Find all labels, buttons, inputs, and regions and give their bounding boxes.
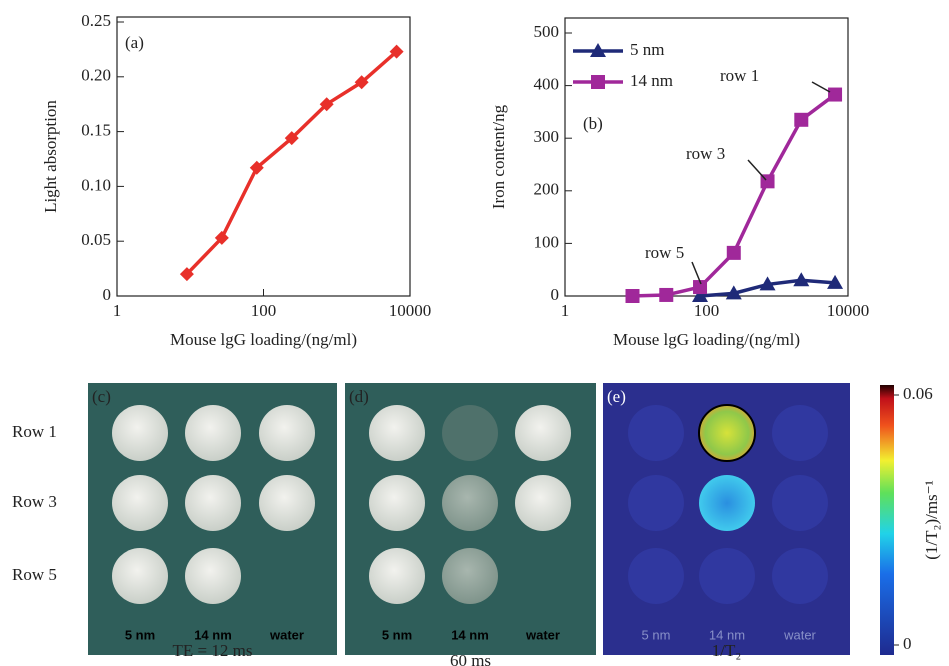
panel-caption: 60 ms — [450, 651, 491, 666]
annotation: row 1 — [720, 66, 759, 85]
annotation-leader — [812, 82, 830, 92]
y-tick-label: 400 — [534, 75, 560, 94]
colorbar — [880, 385, 894, 655]
marker — [828, 88, 842, 102]
well — [369, 405, 425, 461]
row-label: Row 1 — [12, 422, 57, 441]
well — [112, 548, 168, 604]
colorbar-tick-label: 0.06 — [903, 384, 933, 403]
well — [628, 405, 684, 461]
panel-label: (a) — [125, 33, 144, 52]
y-tick-label: 0.10 — [81, 175, 111, 194]
row-label: Row 5 — [12, 565, 57, 584]
y-tick-label: 0.20 — [81, 66, 111, 85]
annotation-leader — [748, 160, 766, 180]
panel-label: (b) — [583, 114, 603, 133]
x-tick-label: 10000 — [389, 301, 432, 320]
well — [699, 405, 755, 461]
column-label: water — [783, 627, 816, 642]
y-tick-label: 0.15 — [81, 121, 111, 140]
legend-label: 5 nm — [630, 40, 664, 59]
panel-caption: TE = 12 ms — [173, 641, 253, 660]
well — [185, 405, 241, 461]
panel-caption: 1/T₂ — [712, 641, 742, 660]
y-axis-label: Light absorption — [41, 100, 60, 213]
row-label: Row 3 — [12, 492, 57, 511]
column-label: 14 nm — [451, 627, 489, 642]
legend-label: 14 nm — [630, 71, 673, 90]
marker — [659, 288, 673, 302]
well — [442, 405, 498, 461]
marker — [626, 289, 640, 303]
column-label: 5 nm — [382, 627, 412, 642]
well — [442, 548, 498, 604]
y-tick-label: 0.25 — [81, 11, 111, 30]
well — [369, 475, 425, 531]
marker — [794, 113, 808, 127]
y-tick-label: 0.05 — [81, 230, 111, 249]
column-label: 5 nm — [125, 627, 155, 642]
well — [628, 548, 684, 604]
colorbar-label: (1/T₂)/ms⁻¹ — [922, 480, 941, 560]
well — [515, 475, 571, 531]
annotation: row 5 — [645, 243, 684, 262]
y-tick-label: 0 — [551, 285, 560, 304]
well — [259, 405, 315, 461]
well — [699, 548, 755, 604]
y-tick-label: 200 — [534, 180, 560, 199]
x-tick-label: 100 — [694, 301, 720, 320]
x-axis-label: Mouse lgG loading/(ng/ml) — [170, 330, 357, 349]
well — [699, 475, 755, 531]
column-label: water — [269, 627, 304, 642]
well — [185, 475, 241, 531]
panel-label: (e) — [607, 387, 626, 406]
column-label: 14 nm — [194, 627, 232, 642]
well — [628, 475, 684, 531]
panel-label: (d) — [349, 387, 369, 406]
colorbar-tick-label: 0 — [903, 634, 912, 653]
well — [185, 548, 241, 604]
well — [515, 405, 571, 461]
well — [772, 405, 828, 461]
panel-label: (c) — [92, 387, 111, 406]
column-label: 5 nm — [642, 627, 671, 642]
marker — [727, 246, 741, 260]
plot-frame — [117, 17, 410, 296]
legend-marker — [591, 75, 605, 89]
well — [442, 475, 498, 531]
well — [772, 475, 828, 531]
y-tick-label: 500 — [534, 22, 560, 41]
well — [112, 405, 168, 461]
x-tick-label: 1 — [561, 301, 570, 320]
well — [259, 475, 315, 531]
well — [112, 475, 168, 531]
figure: 11001000000.050.100.150.200.25Mouse lgG … — [0, 0, 949, 666]
x-axis-label: Mouse lgG loading/(ng/ml) — [613, 330, 800, 349]
y-tick-label: 300 — [534, 127, 560, 146]
x-tick-label: 1 — [113, 301, 122, 320]
well — [772, 548, 828, 604]
well — [369, 548, 425, 604]
y-tick-label: 0 — [103, 285, 112, 304]
column-label: water — [525, 627, 560, 642]
x-tick-label: 10000 — [827, 301, 870, 320]
annotation: row 3 — [686, 144, 725, 163]
x-tick-label: 100 — [251, 301, 277, 320]
column-label: 14 nm — [709, 627, 745, 642]
y-tick-label: 100 — [534, 232, 560, 251]
y-axis-label: Iron content/ng — [489, 104, 508, 209]
